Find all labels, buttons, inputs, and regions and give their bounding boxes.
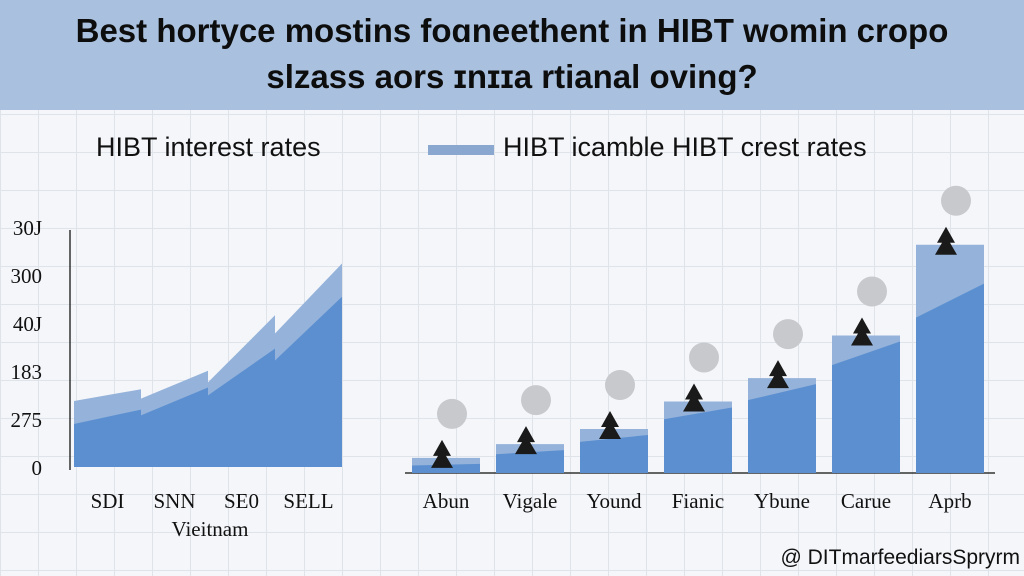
x-tick-label: Vigale — [503, 489, 558, 513]
y-tick-label: 0 — [32, 456, 43, 480]
circle-marker — [605, 370, 635, 400]
bar-lower — [916, 283, 984, 473]
area-column-lower — [275, 296, 342, 467]
tree-marker — [515, 426, 537, 455]
bar-lower — [580, 435, 648, 473]
x-tick-label: Abun — [423, 489, 470, 513]
circle-marker — [773, 319, 803, 350]
tree-marker — [851, 317, 873, 346]
headline-line-1: Best hortyce mostins foɑneethent in HIBT… — [75, 12, 949, 49]
circle-marker — [857, 276, 887, 307]
y-tick-label: 40J — [13, 312, 42, 336]
bar-lower — [832, 341, 900, 473]
x-tick-label: Ybune — [754, 489, 810, 513]
tree-marker — [431, 439, 453, 468]
area-column-lower — [208, 348, 275, 467]
x-tick-label: Aprb — [928, 489, 971, 513]
y-tick-label: 183 — [11, 360, 43, 384]
x-axis-label: Vieitnam — [172, 517, 249, 541]
x-tick-label: SDI — [91, 489, 125, 513]
watermark-text: @ DITmarfeediarsSpryrm — [780, 546, 1020, 569]
area-column-lower — [74, 409, 141, 467]
bar-lower — [664, 407, 732, 473]
headline-line-2: slzass aors ɪnɪɪa rtianal oving? — [266, 58, 758, 95]
tree-marker — [599, 411, 621, 439]
left-chart-title: HIBT interest rates — [96, 132, 321, 162]
y-tick-label: 300 — [11, 264, 43, 288]
circle-marker — [521, 385, 551, 416]
bar-lower — [496, 450, 564, 473]
x-tick-label: Carue — [841, 489, 891, 513]
y-tick-label: 275 — [11, 408, 43, 432]
x-tick-label: SNN — [153, 489, 195, 513]
tree-marker — [935, 226, 957, 255]
x-tick-label: Fianic — [672, 489, 725, 513]
circle-marker — [941, 185, 971, 216]
tree-marker — [767, 360, 789, 389]
legend-swatch — [428, 145, 494, 155]
x-tick-label: Yound — [586, 489, 642, 513]
bar-lower — [748, 384, 816, 473]
circle-marker — [689, 342, 719, 373]
y-tick-label: 30J — [13, 216, 42, 240]
title-banner — [0, 0, 1024, 110]
circle-marker — [437, 398, 467, 429]
x-tick-label: SELL — [283, 489, 333, 513]
tree-marker — [683, 383, 705, 412]
area-column-lower — [141, 387, 208, 467]
x-tick-label: SE0 — [224, 489, 259, 513]
bar-lower — [412, 463, 480, 473]
right-chart-title: HIBT icamble HIBT crest rates — [503, 132, 867, 162]
